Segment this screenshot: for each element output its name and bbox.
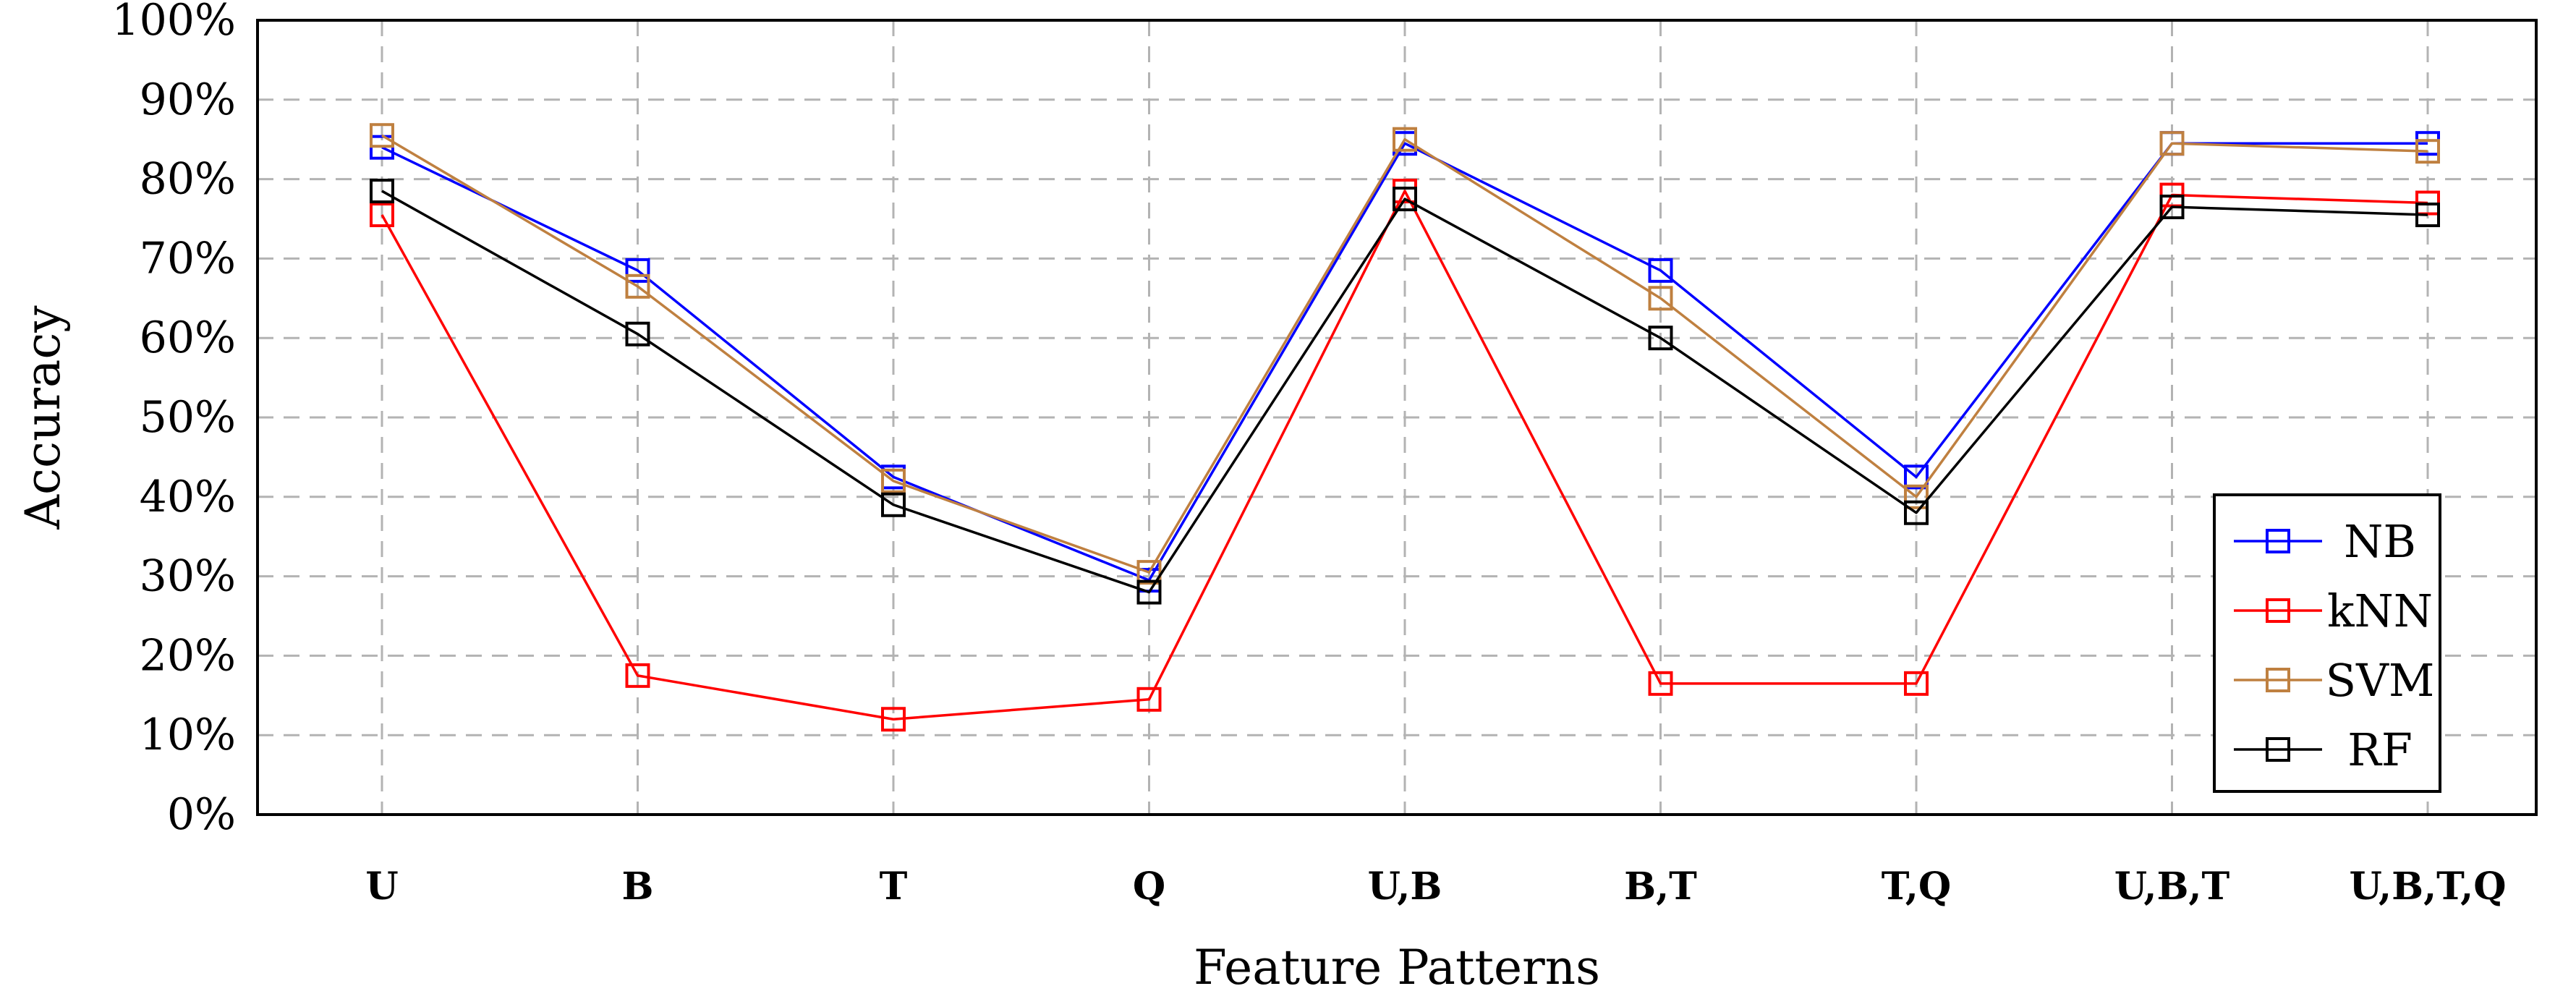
y-axis-ticks: 0% 10% 20% 30% 40% 50% 60% 70% 80% 90% 100% <box>111 0 236 840</box>
y-tick-label: 0% <box>167 789 236 840</box>
data-point-marker <box>625 258 650 283</box>
legend: NB kNN SVM RF <box>2213 493 2441 793</box>
y-tick-label: 40% <box>140 472 236 522</box>
legend-label: NB <box>2344 515 2416 568</box>
x-tick-label: T,Q <box>1882 864 1951 909</box>
data-point-marker <box>370 123 394 148</box>
x-axis-title: Feature Patterns <box>1194 940 1600 995</box>
y-tick-label: 100% <box>111 0 236 46</box>
legend-item-svm: SVM <box>2234 654 2434 707</box>
y-axis-title: Accuracy <box>15 305 71 530</box>
legend-item-knn: kNN <box>2234 585 2433 637</box>
x-tick-label: Q <box>1133 864 1165 909</box>
data-point-marker <box>1648 286 1673 311</box>
data-point-marker <box>1648 671 1673 696</box>
y-tick-label: 20% <box>140 630 236 681</box>
data-point-marker <box>881 492 906 517</box>
y-tick-label: 10% <box>140 710 236 760</box>
x-tick-label: B,T <box>1624 864 1697 909</box>
legend-marker <box>2266 737 2290 762</box>
data-point-marker <box>1904 464 1929 490</box>
data-point-marker <box>2159 131 2185 156</box>
series-line <box>381 190 2428 594</box>
series-line <box>381 142 2428 582</box>
series-line <box>381 190 2428 721</box>
y-tick-label: 60% <box>140 313 236 363</box>
data-point-marker <box>1393 187 1417 212</box>
data-point-marker <box>1648 326 1673 351</box>
series-rf <box>370 179 2440 605</box>
legend-marker <box>2266 598 2290 623</box>
legend-item-rf: RF <box>2234 723 2413 776</box>
grid-lines <box>258 20 2536 815</box>
x-tick-label: B <box>622 864 654 909</box>
data-point-marker <box>881 707 906 732</box>
legend-item-nb: NB <box>2234 515 2416 568</box>
y-tick-label: 30% <box>140 551 236 602</box>
data-point-marker <box>2415 203 2440 228</box>
data-point-marker <box>625 663 650 688</box>
series-line <box>381 134 2428 574</box>
series-group <box>370 123 2440 732</box>
data-point-marker <box>1904 671 1929 696</box>
y-tick-label: 80% <box>140 154 236 205</box>
data-point-marker <box>625 321 650 347</box>
legend-marker <box>2266 668 2290 692</box>
data-point-marker <box>1136 560 1162 585</box>
legend-label: RF <box>2347 723 2413 776</box>
series-svm <box>370 123 2440 585</box>
data-point-marker <box>1904 484 1929 509</box>
x-tick-label: U,B <box>1368 864 1442 909</box>
x-tick-label: U,B,T,Q <box>2349 864 2506 909</box>
legend-marker <box>2266 529 2290 553</box>
plot-area-frame <box>256 19 2538 816</box>
data-point-marker <box>1136 579 1162 605</box>
y-tick-label: 50% <box>140 392 236 443</box>
legend-label: SVM <box>2326 654 2435 707</box>
x-tick-label: T <box>880 864 908 909</box>
data-point-marker <box>370 179 394 204</box>
x-axis-ticks: U B T Q U,B B,T T,Q U,B,T U,B,T,Q <box>365 864 2506 909</box>
data-point-marker <box>1904 500 1929 525</box>
y-tick-label: 90% <box>140 75 236 125</box>
data-point-marker <box>881 468 906 493</box>
data-point-marker <box>1648 258 1673 283</box>
data-point-marker <box>625 273 650 299</box>
data-point-marker <box>1393 127 1417 152</box>
data-point-marker <box>370 203 394 228</box>
y-tick-label: 70% <box>140 233 236 284</box>
x-tick-label: U <box>365 864 398 909</box>
legend-box <box>2213 493 2441 793</box>
data-point-marker <box>2415 139 2440 164</box>
x-tick-label: U,B,T <box>2114 864 2230 909</box>
data-point-marker <box>1136 687 1162 712</box>
legend-label: kNN <box>2327 585 2433 637</box>
data-point-marker <box>2159 195 2185 220</box>
